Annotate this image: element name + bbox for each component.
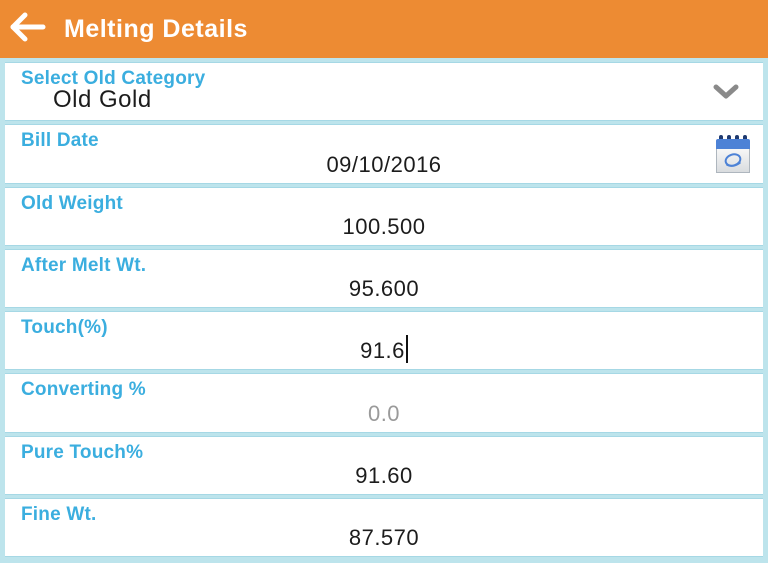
field-old-weight[interactable]: Old Weight 100.500: [5, 186, 763, 246]
field-label: Pure Touch%: [21, 441, 144, 463]
field-value[interactable]: 95.600: [348, 276, 420, 301]
field-value[interactable]: Old Gold: [53, 86, 152, 114]
arrow-left-icon: [9, 12, 47, 47]
field-after-melt-wt[interactable]: After Melt Wt. 95.600: [5, 248, 763, 308]
app-bar: Melting Details: [0, 0, 768, 58]
field-label: Touch(%): [21, 317, 108, 338]
field-value[interactable]: 100.500: [342, 213, 426, 239]
field-value[interactable]: 91.60: [355, 462, 413, 488]
page-title: Melting Details: [64, 14, 248, 43]
calendar-body: [716, 148, 750, 173]
back-button[interactable]: [0, 0, 56, 58]
calendar-icon[interactable]: [716, 134, 750, 173]
field-bill-date[interactable]: Bill Date 09/10/2016: [5, 124, 763, 184]
field-select-old-category[interactable]: Select Old Category Old Gold: [5, 62, 763, 122]
field-value[interactable]: 0.0: [367, 400, 401, 426]
field-converting-percent[interactable]: Converting % 0.0: [5, 373, 763, 433]
melting-form: Select Old Category Old Gold Bill Date 0…: [0, 58, 768, 563]
calendar-rings: [716, 134, 750, 142]
field-label: Converting %: [21, 379, 146, 401]
field-fine-wt[interactable]: Fine Wt. 87.570: [5, 497, 763, 557]
calendar-top-bar: [716, 138, 750, 149]
text-cursor: [405, 335, 408, 364]
field-label: Old Weight: [21, 192, 123, 214]
field-touch-percent[interactable]: Touch(%) 91.6: [5, 311, 763, 371]
chevron-down-icon[interactable]: [713, 84, 739, 100]
field-pure-touch-percent[interactable]: Pure Touch% 91.60: [5, 435, 763, 495]
field-label: Fine Wt.: [21, 503, 97, 525]
field-value[interactable]: 91.6: [5, 335, 763, 364]
field-value[interactable]: 09/10/2016: [326, 151, 442, 177]
field-value[interactable]: 87.570: [348, 525, 420, 550]
field-label: After Melt Wt.: [21, 254, 147, 276]
field-label: Select Old Category: [21, 68, 206, 89]
field-label: Bill Date: [21, 130, 99, 152]
